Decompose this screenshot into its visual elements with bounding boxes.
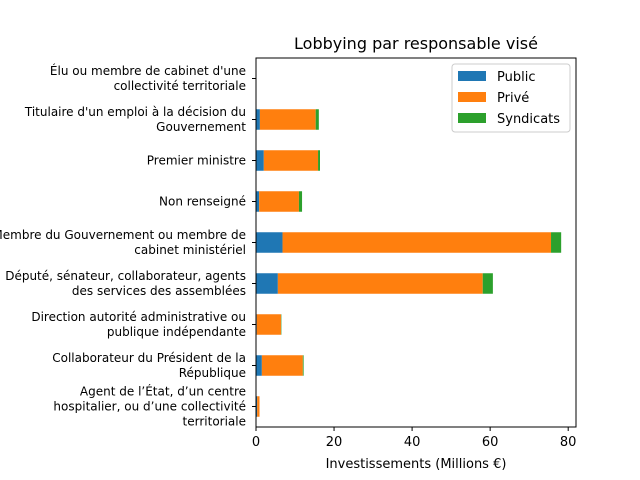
bar-segment-privé-4 (282, 232, 552, 253)
bar-segment-privé-6 (256, 314, 281, 335)
y-tick-label-line: République (179, 366, 246, 380)
legend-label-public: Public (497, 70, 535, 85)
bar-segment-public-5 (256, 273, 278, 294)
x-tick-label: 40 (404, 435, 421, 450)
y-tick-label: Membre du Gouvernement ou membre de cabin… (0, 228, 246, 257)
y-tick-label-line: Membre du Gouvernement ou membre de (0, 228, 246, 242)
y-tick-label: Député, sénateur, collaborateur, agents d… (5, 269, 246, 298)
legend: Public Privé Syndicats (451, 63, 571, 133)
y-tick-label-line: collectivité territoriale (114, 79, 246, 93)
bar-segment-public-1 (256, 109, 260, 130)
bar-segment-syndicats-1 (315, 109, 319, 130)
bar-segment-syndicats-2 (318, 150, 320, 171)
y-tick-label-line: Non renseigné (159, 195, 246, 209)
y-tick-label-line: Élu ou membre de cabinet d'une (50, 63, 246, 78)
y-tick-label-line: Gouvernement (156, 120, 246, 134)
y-tick-label-line: Titulaire d'un emploi à la décision du (24, 105, 246, 119)
bar-segment-privé-1 (259, 109, 316, 130)
y-tick-label-line: Premier ministre (147, 154, 246, 168)
bar-segment-syndicats-5 (482, 273, 493, 294)
bar-segment-public-8 (256, 396, 258, 417)
legend-label-privé: Privé (497, 91, 529, 106)
y-tick-label: Premier ministre (147, 154, 246, 168)
bar-segment-public-7 (256, 355, 262, 376)
y-tick-label: Non renseigné (159, 195, 246, 209)
x-axis-label: Investissements (Millions €) (326, 457, 507, 472)
x-tick-label: 60 (482, 435, 499, 450)
x-tick-label: 0 (252, 435, 260, 450)
y-tick-label: Direction autorité administrative ou publ… (31, 310, 246, 339)
x-tick-label: 20 (326, 435, 343, 450)
y-tick-label: Élu ou membre de cabinet d'une collectivi… (50, 63, 246, 93)
bar-segment-privé-8 (257, 396, 260, 417)
bar-segment-public-2 (256, 150, 264, 171)
bar-segment-privé-5 (277, 273, 483, 294)
y-tick-label-line: Député, sénateur, collaborateur, agents (5, 269, 246, 283)
y-tick-label-line: publique indépendante (107, 325, 246, 339)
chart-title: Lobbying par responsable visé (294, 34, 538, 53)
legend-swatch-privé (458, 92, 486, 102)
y-tick-label-line: des services des assemblées (72, 284, 246, 298)
legend-label-syndicats: Syndicats (497, 112, 560, 127)
x-axis-ticks: 0 20 40 60 80 (252, 427, 577, 450)
y-tick-label: Titulaire d'un emploi à la décision du Go… (24, 105, 246, 134)
bar-segment-public-3 (256, 191, 260, 212)
y-tick-label-line: Collaborateur du Président de la (52, 351, 246, 365)
plot-area-frame (255, 57, 577, 428)
y-tick-label-line: Agent de l’État, d’un centre (80, 384, 246, 399)
y-tick-label: Collaborateur du Président de la Républiq… (52, 351, 246, 380)
bar-segment-syndicats-7 (302, 355, 304, 376)
bar-segment-public-4 (256, 232, 283, 253)
bar-segment-syndicats-4 (551, 232, 562, 253)
bar-segment-privé-2 (263, 150, 319, 171)
bar-segment-syndicats-3 (298, 191, 303, 212)
y-axis-ticks: Élu ou membre de cabinet d'une collectivi… (0, 63, 256, 429)
bar-segment-privé-7 (261, 355, 303, 376)
x-tick-label: 80 (560, 435, 577, 450)
y-tick-label-line: hospitalier, ou d’une collectivité (53, 400, 246, 414)
legend-swatch-public (458, 71, 486, 81)
y-tick-label: Agent de l’État, d’un centre hospitalier,… (53, 384, 246, 429)
y-tick-label-line: territoriale (183, 415, 246, 429)
legend-swatch-syndicats (458, 113, 486, 123)
y-tick-label-line: cabinet ministériel (134, 243, 246, 257)
bar-segment-privé-3 (259, 191, 299, 212)
bars-layer (256, 109, 562, 417)
y-tick-label-line: Direction autorité administrative ou (31, 310, 246, 324)
